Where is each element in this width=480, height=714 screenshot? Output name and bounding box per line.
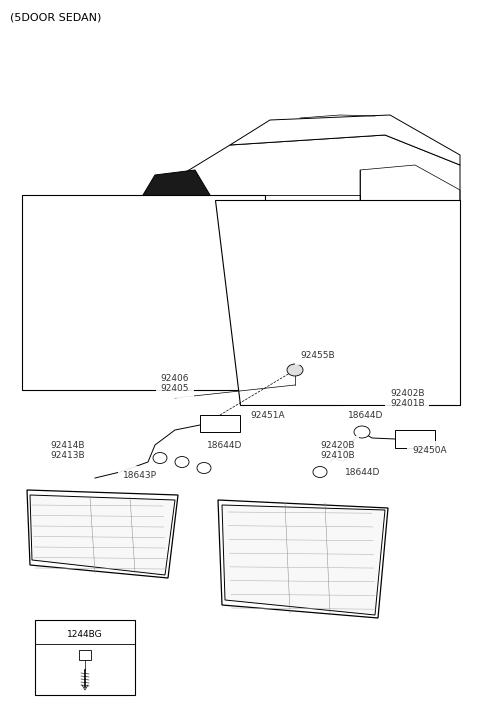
Ellipse shape bbox=[197, 463, 211, 473]
Bar bbox=[200, 415, 240, 432]
Polygon shape bbox=[115, 135, 460, 300]
Text: 1244BG: 1244BG bbox=[67, 630, 103, 639]
Polygon shape bbox=[115, 225, 140, 265]
Ellipse shape bbox=[354, 426, 370, 438]
Polygon shape bbox=[140, 170, 210, 225]
Text: 18644D: 18644D bbox=[345, 468, 380, 477]
Text: 92402B
92401B: 92402B 92401B bbox=[390, 388, 425, 408]
Polygon shape bbox=[230, 115, 460, 165]
Ellipse shape bbox=[170, 281, 230, 308]
Text: 18644D: 18644D bbox=[348, 411, 384, 420]
Ellipse shape bbox=[175, 456, 189, 468]
Polygon shape bbox=[415, 245, 440, 285]
Polygon shape bbox=[215, 200, 460, 405]
Ellipse shape bbox=[287, 364, 303, 376]
Text: 18643P: 18643P bbox=[123, 471, 157, 480]
Text: 92414B
92413B: 92414B 92413B bbox=[50, 441, 84, 460]
Ellipse shape bbox=[362, 252, 438, 284]
Polygon shape bbox=[222, 505, 385, 615]
Ellipse shape bbox=[160, 277, 240, 313]
Text: 92450A: 92450A bbox=[412, 446, 446, 455]
Polygon shape bbox=[30, 495, 175, 575]
Ellipse shape bbox=[313, 466, 327, 478]
Text: 92406
92405: 92406 92405 bbox=[161, 373, 189, 393]
Ellipse shape bbox=[372, 256, 429, 280]
Text: 92420B
92410B: 92420B 92410B bbox=[320, 441, 355, 460]
Ellipse shape bbox=[153, 453, 167, 463]
Text: (5DOOR SEDAN): (5DOOR SEDAN) bbox=[10, 12, 101, 22]
Bar bbox=[395, 430, 435, 448]
Ellipse shape bbox=[335, 450, 349, 461]
Bar bbox=[79, 650, 91, 660]
Text: 18644D: 18644D bbox=[207, 441, 242, 450]
Bar bbox=[35, 620, 135, 695]
Bar bbox=[22, 195, 265, 390]
Text: 92455B: 92455B bbox=[300, 351, 335, 360]
Text: 92451A: 92451A bbox=[250, 411, 285, 420]
